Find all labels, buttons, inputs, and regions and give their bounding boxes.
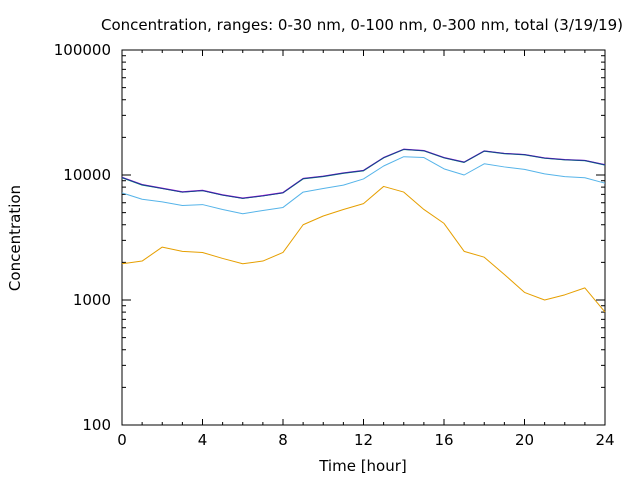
y-axis-label: Concentration	[6, 185, 24, 291]
x-tick-label: 12	[354, 431, 373, 449]
plot-frame	[121, 49, 606, 426]
x-tick-label: 0	[117, 431, 127, 449]
x-tick-label: 24	[595, 431, 614, 449]
y-axis-ticks: 100 1000 10000 100000	[54, 41, 605, 434]
chart-title: Concentration, ranges: 0-30 nm, 0-100 nm…	[101, 16, 623, 34]
series-line-1	[121, 156, 606, 215]
y-tick-label: 100000	[54, 41, 111, 59]
x-tick-label: 4	[198, 431, 208, 449]
series-line-4	[121, 148, 606, 199]
x-axis-ticks: 0 4 8 12 16 20 24	[117, 50, 615, 449]
x-tick-label: 8	[278, 431, 288, 449]
x-tick-label: 16	[434, 431, 453, 449]
y-tick-label: 1000	[73, 291, 111, 309]
series-layer	[121, 148, 606, 313]
x-axis-label: Time [hour]	[318, 457, 407, 475]
x-tick-label: 20	[515, 431, 534, 449]
series-line-0	[121, 185, 606, 313]
y-tick-label: 10000	[63, 166, 111, 184]
y-tick-label: 100	[82, 416, 111, 434]
